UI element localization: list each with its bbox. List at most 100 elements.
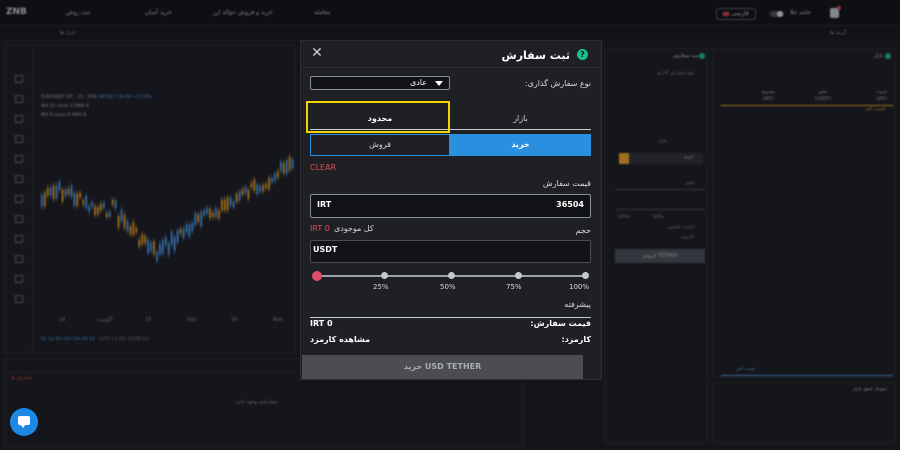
last-price-label: قیمت آخر: [865, 107, 885, 112]
candle-body: [114, 200, 117, 209]
brush-icon[interactable]: [15, 135, 23, 143]
pct-label: 100%: [617, 215, 631, 220]
side-sell-button[interactable]: فروش TETHER: [615, 249, 705, 263]
timeframe-buttons[interactable]: 5y 1y 6m 3m 1m 5d 1d: [41, 337, 95, 342]
user-name[interactable]: حامد علا: [790, 9, 811, 16]
candle-body: [285, 160, 288, 174]
legend-symbol: EUR/USDT IRT · 15 · EXB: [41, 95, 97, 100]
balance-label: کل موجودی: [334, 224, 374, 233]
candle-body: [194, 213, 197, 225]
chart-clock: (UTC+3:30) 16:06:53: [99, 337, 149, 342]
candle-body: [76, 193, 79, 206]
side-buy-button[interactable]: [619, 153, 703, 164]
slider-stop-25[interactable]: [381, 272, 388, 279]
crosshair-icon[interactable]: [15, 75, 23, 83]
candle-body: [159, 243, 161, 255]
candle-body: [153, 241, 155, 255]
side-orange-tab[interactable]: [619, 153, 629, 164]
candle-body: [232, 201, 235, 208]
side-slider-line[interactable]: [615, 209, 705, 210]
orders-tab[interactable]: سفارش ها: [11, 376, 33, 381]
candle-body: [291, 159, 294, 168]
order-type-select[interactable]: عادی: [310, 76, 450, 90]
chart-legend: EUR/USDT IRT · 15 · EXB 36750 ↑36.04 +0.…: [41, 93, 151, 120]
candle-body: [43, 192, 46, 207]
nav-item-easy-buy[interactable]: خرید آسان: [145, 9, 172, 16]
submit-buy-button[interactable]: خرید USD TETHER: [302, 355, 583, 379]
chat-support-icon[interactable]: [10, 408, 38, 436]
candle-body: [277, 171, 279, 178]
tab-market[interactable]: بازار: [513, 114, 528, 123]
trendline-icon[interactable]: [15, 95, 23, 103]
candle-body: [82, 200, 85, 205]
candle-body: [185, 224, 188, 233]
candle-body: [218, 210, 220, 219]
language-selector[interactable]: فارسی: [716, 8, 756, 20]
candle-body: [161, 239, 164, 254]
magnet-icon[interactable]: [15, 235, 23, 243]
candle-body: [105, 213, 108, 218]
tab-limit[interactable]: محدود: [367, 114, 393, 123]
slider-thumb[interactable]: [312, 271, 322, 281]
candle-body: [176, 230, 179, 243]
balance-value: IRT 0: [310, 224, 330, 233]
price-input[interactable]: IRT 36504: [310, 194, 591, 218]
zoom-icon[interactable]: [15, 215, 23, 223]
eye-icon[interactable]: [15, 275, 23, 283]
candle-body: [250, 183, 253, 188]
book-footer-line: [721, 375, 893, 376]
panel-title: ثبت سفارش: [672, 53, 699, 59]
legend-values: 36750 ↑36.04 +0.73%: [98, 95, 152, 100]
slider-stop-50[interactable]: [448, 272, 455, 279]
candle-body: [144, 235, 147, 244]
side-input-line: [615, 189, 705, 190]
candle-body: [108, 211, 111, 217]
tools-tab[interactable]: ابزار ها: [60, 30, 76, 36]
sub-toolbar: ابزار ها گزینه ها: [0, 26, 900, 41]
theme-toggle[interactable]: [770, 11, 784, 17]
book-footer-label: قیمت آخر: [736, 367, 755, 372]
candle-body: [123, 214, 126, 229]
candle-body: [85, 195, 88, 208]
slider-stop-75[interactable]: [515, 272, 522, 279]
side-order-form-panel: ثبت سفارش نوع سفارش گذاری: بازار خرید حج…: [604, 48, 708, 444]
buy-button[interactable]: خرید: [450, 134, 591, 156]
nav-item-register[interactable]: ثبت روش: [66, 9, 91, 16]
slider-stop-100[interactable]: [582, 272, 589, 279]
percent-slider[interactable]: [310, 267, 591, 285]
notification-icon[interactable]: [830, 6, 841, 18]
candle-body: [182, 228, 185, 239]
volume-unit: USDT: [313, 245, 338, 254]
candlestick-chart[interactable]: [33, 105, 295, 315]
ruler-icon[interactable]: [15, 195, 23, 203]
candle-body: [206, 207, 208, 214]
slider-label-100: 100%: [569, 283, 590, 291]
fib-icon[interactable]: [15, 115, 23, 123]
x-axis-label: Nov: [273, 317, 283, 323]
pattern-icon[interactable]: [15, 175, 23, 183]
close-icon[interactable]: ✕: [311, 45, 323, 61]
nav-item-remittance[interactable]: خرید و فروش حواله ارز: [213, 9, 273, 16]
advanced-toggle[interactable]: پیشرفته: [564, 300, 591, 309]
sell-button[interactable]: فروش: [310, 134, 450, 156]
orders-empty-text: سفارشی وجود ندارد: [235, 399, 278, 405]
view-fee-link[interactable]: مشاهده کارمزد: [310, 335, 371, 344]
clear-link[interactable]: CLEAR: [310, 163, 337, 172]
candle-body: [52, 185, 55, 200]
caret-down-icon: [435, 81, 443, 86]
price-currency: IRT: [317, 200, 332, 209]
x-axis-label: آگوست: [97, 317, 113, 323]
lock-icon[interactable]: [15, 255, 23, 263]
candle-body: [132, 222, 135, 235]
legend-ma21: MA 21 close 0 SMA 9: [41, 104, 89, 109]
volume-input[interactable]: USDT: [310, 240, 591, 263]
options-tab[interactable]: گزینه ها: [830, 30, 847, 36]
candle-body: [61, 189, 64, 202]
nav-item-trade[interactable]: معامله: [314, 9, 331, 16]
text-icon[interactable]: [15, 155, 23, 163]
candle-body: [241, 189, 244, 195]
candle-body: [274, 173, 276, 181]
candle-body: [141, 234, 144, 245]
trash-icon[interactable]: [15, 295, 23, 303]
